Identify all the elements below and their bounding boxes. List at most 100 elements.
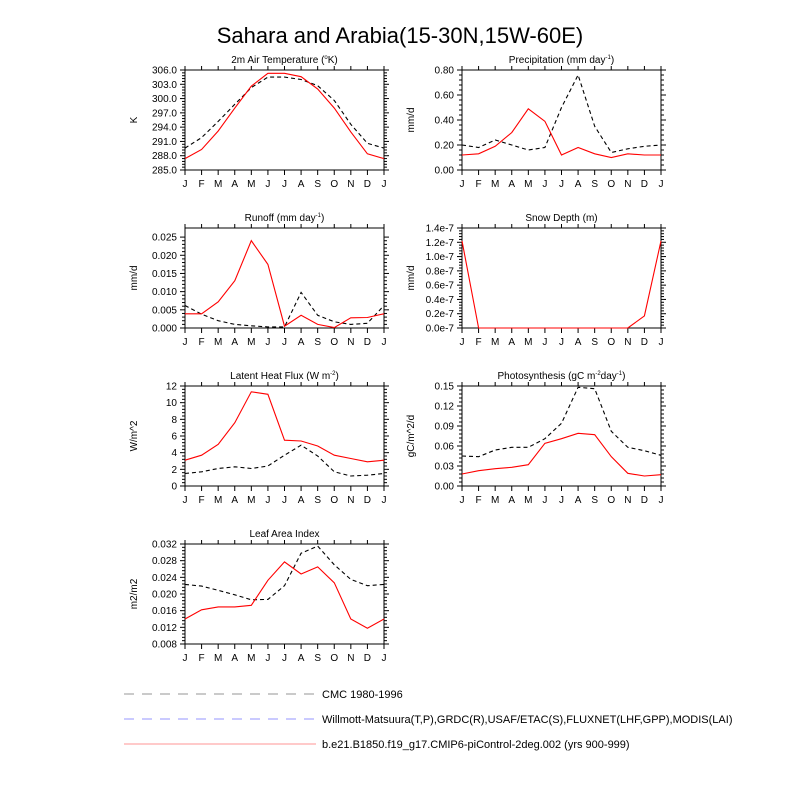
- x-tick-label: J: [282, 653, 287, 664]
- panel-title-superscript: -2: [595, 371, 601, 377]
- y-tick-label: 0.4e-7: [426, 295, 455, 306]
- y-tick-label: 12: [166, 382, 178, 393]
- model-series-line: [461, 240, 662, 329]
- x-tick-label: J: [460, 179, 465, 190]
- x-tick-label: F: [199, 653, 205, 664]
- panel-title-text: day: [601, 371, 617, 382]
- cmc-series-line: [461, 386, 662, 458]
- cmc-series-line: [461, 73, 662, 154]
- x-tick-label: O: [330, 495, 338, 506]
- x-tick-label: J: [282, 179, 287, 190]
- panel-title-superscript: -2: [330, 371, 336, 377]
- model-series-line: [184, 391, 385, 463]
- legend-label-3: b.e21.B1850.f19_g17.CMIP6-piControl-2deg…: [322, 739, 630, 751]
- y-tick-label: 0.40: [435, 116, 455, 127]
- y-tick-label: 8: [171, 415, 177, 426]
- y-tick-label: 0.015: [152, 269, 177, 280]
- x-tick-label: F: [199, 179, 205, 190]
- x-tick-label: O: [607, 179, 615, 190]
- x-tick-label: D: [641, 495, 648, 506]
- y-tick-label: 0.008: [152, 640, 177, 651]
- plot-frame: [184, 543, 385, 645]
- y-tick-label: 297.0: [152, 108, 177, 119]
- x-tick-label: D: [364, 495, 371, 506]
- y-tick-label: 0.020: [152, 590, 177, 601]
- x-tick-label: N: [624, 495, 631, 506]
- x-tick-label: S: [314, 179, 321, 190]
- y-tick-label: 1.2e-7: [426, 238, 455, 249]
- x-tick-label: A: [231, 179, 238, 190]
- panel-1: 2m Air Temperature (oK)J F M A M J J A S O N D J285.…: [129, 55, 389, 190]
- x-tick-label: A: [298, 179, 305, 190]
- plot-frame: [184, 385, 385, 487]
- panel-title-text: Leaf Area Index: [249, 529, 319, 540]
- x-tick-label: F: [199, 495, 205, 506]
- panel-title-superscript: o: [324, 55, 328, 61]
- panel-title-text: 2m Air Temperature (: [231, 55, 325, 66]
- x-tick-label: A: [508, 495, 515, 506]
- x-tick-label: M: [214, 179, 222, 190]
- x-tick-label: D: [641, 337, 648, 348]
- y-tick-label: 0.028: [152, 556, 177, 567]
- panel-title-text: ): [611, 55, 614, 66]
- y-axis-label: mm/d: [129, 266, 140, 291]
- panel-4: Snow Depth (m)J F M A M J J A S O N D J0.0e-70.2e-70…: [406, 213, 666, 348]
- y-tick-label: 0.000: [152, 324, 177, 335]
- y-tick-label: 0.09: [435, 422, 455, 433]
- panel-title: Precipitation (mm day-1): [509, 55, 614, 66]
- y-tick-label: 291.0: [152, 137, 177, 148]
- cmc-series-line: [184, 291, 385, 328]
- cmc-series-line: [184, 76, 385, 149]
- y-tick-label: 0.20: [435, 141, 455, 152]
- y-tick-label: 0.012: [152, 623, 177, 634]
- x-tick-label: A: [298, 653, 305, 664]
- legend-label-1: CMC 1980-1996: [322, 689, 403, 701]
- panel-title: Latent Heat Flux (W m-2): [230, 371, 339, 382]
- y-tick-label: 0.020: [152, 251, 177, 262]
- y-tick-label: 0.010: [152, 287, 177, 298]
- panel-5: Latent Heat Flux (W m-2)J F M A M J J A S O N D J024…: [129, 371, 389, 506]
- panel-title-text: Photosynthesis (gC m: [498, 371, 596, 382]
- y-axis-label: K: [129, 116, 140, 123]
- x-tick-label: M: [214, 653, 222, 664]
- panel-title-text: ): [321, 213, 324, 224]
- x-tick-label: J: [559, 179, 564, 190]
- panel-title-text: Snow Depth (m): [525, 213, 597, 224]
- y-tick-label: 1.0e-7: [426, 252, 455, 263]
- x-tick-label: J: [382, 653, 387, 664]
- x-tick-label: O: [330, 179, 338, 190]
- x-tick-label: J: [542, 495, 547, 506]
- x-tick-label: M: [247, 495, 255, 506]
- model-series-line: [185, 239, 385, 329]
- model-series-line: [184, 561, 385, 629]
- x-tick-label: J: [382, 495, 387, 506]
- y-axis-label: mm/d: [406, 266, 417, 291]
- y-tick-label: 303.0: [152, 80, 177, 91]
- y-tick-label: 285.0: [152, 166, 177, 177]
- x-tick-label: A: [508, 179, 515, 190]
- x-tick-label: J: [265, 495, 270, 506]
- x-tick-label: F: [476, 495, 482, 506]
- x-tick-label: M: [524, 337, 532, 348]
- x-tick-label: N: [347, 653, 354, 664]
- x-tick-label: A: [575, 179, 582, 190]
- x-tick-label: D: [364, 179, 371, 190]
- x-tick-label: O: [607, 495, 615, 506]
- panel-3: Runoff (mm day-1)J F M A M J J A S O N D J0.0000.005…: [129, 213, 389, 348]
- x-tick-label: S: [591, 179, 598, 190]
- x-tick-label: J: [542, 179, 547, 190]
- cmc-series-line: [184, 545, 385, 601]
- x-tick-label: M: [524, 179, 532, 190]
- x-tick-label: J: [559, 495, 564, 506]
- x-tick-label: M: [524, 495, 532, 506]
- y-tick-label: 0.016: [152, 606, 177, 617]
- plot-frame: [184, 69, 385, 171]
- x-tick-label: J: [542, 337, 547, 348]
- x-tick-label: A: [575, 495, 582, 506]
- x-tick-label: O: [607, 337, 615, 348]
- x-tick-label: M: [214, 337, 222, 348]
- x-tick-label: J: [659, 179, 664, 190]
- model-series-line: [461, 108, 661, 159]
- y-tick-label: 300.0: [152, 94, 177, 105]
- y-tick-label: 1.4e-7: [426, 224, 455, 235]
